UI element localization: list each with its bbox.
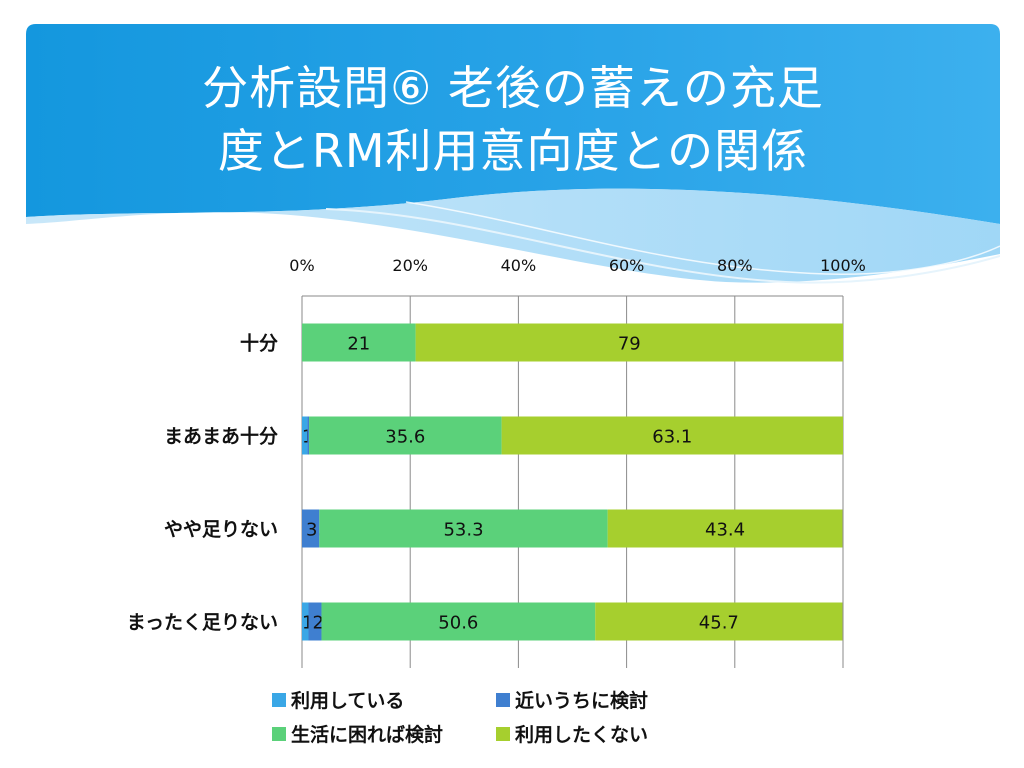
bar-segment [415, 323, 843, 362]
legend-swatch [272, 726, 286, 741]
data-label: 21 [347, 334, 370, 355]
legend-label: 利用している [291, 690, 405, 712]
x-tick-label: 40% [501, 256, 537, 275]
bar-segment [308, 602, 322, 641]
category-label: まったく足りない [127, 612, 278, 634]
bar-segment [319, 509, 608, 548]
x-tick-label: 20% [392, 256, 428, 275]
legend-item: 生活に困れば検討 [272, 720, 443, 747]
legend-swatch [496, 726, 510, 741]
legend-label: 利用したくない [515, 724, 649, 746]
legend-item: 利用したくない [496, 720, 648, 747]
slide-title-line-2: 度とRM利用意向度との関係 [217, 124, 809, 178]
banner-background [26, 24, 1000, 284]
data-label: 53.3 [443, 520, 483, 541]
data-label: 63.1 [652, 427, 692, 448]
title-banner: 分析設問⑥ 老後の蓄えの充足 度とRM利用意向度との関係 [26, 24, 1000, 289]
legend-label: 近いうちに検討 [515, 690, 649, 712]
bar-segment [302, 602, 309, 641]
category-label: やや足りない [164, 519, 278, 541]
bar-segment [302, 323, 416, 362]
x-tick-label: 100% [820, 256, 866, 275]
bar-segment [309, 416, 502, 455]
bar-segment [607, 509, 843, 548]
data-label: 50.6 [438, 613, 478, 634]
legend-item: 近いうちに検討 [496, 686, 648, 713]
legend-swatch [496, 692, 510, 707]
slide-title: 分析設問⑥ 老後の蓄えの充足 度とRM利用意向度との関係 [26, 57, 1000, 183]
bar-segment [595, 602, 843, 641]
bar-segment [302, 416, 308, 455]
data-label: 45.7 [699, 613, 739, 634]
data-label: 79 [618, 334, 641, 355]
legend-item: 利用している [272, 686, 404, 713]
slide-title-line-1: 分析設問⑥ 老後の蓄えの充足 [202, 61, 824, 115]
legend-label: 生活に困れば検討 [291, 724, 444, 746]
x-tick-label: 60% [609, 256, 645, 275]
x-tick-label: 80% [717, 256, 753, 275]
category-label: まあまあ十分 [164, 425, 278, 448]
bar-segment [501, 416, 843, 455]
bar-segment [321, 602, 596, 641]
data-label: 35.6 [385, 427, 425, 448]
category-label: 十分 [240, 332, 278, 355]
legend-swatch [272, 692, 286, 707]
bar-segment [302, 509, 320, 548]
bar-segment [307, 416, 310, 455]
x-tick-label: 0% [289, 256, 314, 275]
data-label: 43.4 [705, 520, 745, 541]
